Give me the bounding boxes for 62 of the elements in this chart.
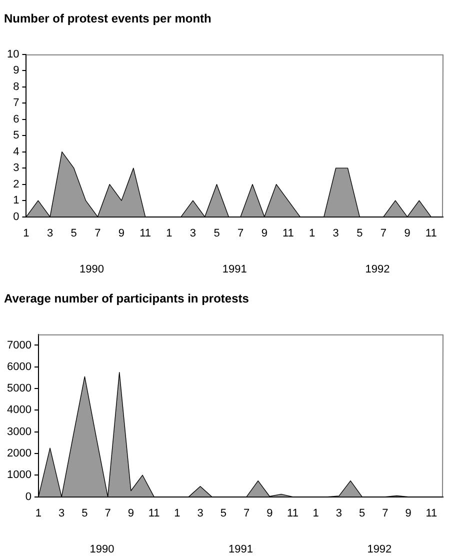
y-tick-label: 6000 <box>6 360 32 373</box>
x-tick-label: 5 <box>220 507 226 520</box>
x-tick-label: 9 <box>118 227 125 240</box>
y-tick-label: 5 <box>13 130 20 142</box>
x-tick-label: 7 <box>380 227 387 240</box>
x-tick-label: 9 <box>128 507 134 520</box>
x-tick-label: 11 <box>148 507 160 520</box>
y-tick-label: 5000 <box>6 382 32 395</box>
x-tick-label: 3 <box>336 507 342 520</box>
chart-title: Number of protest events per month <box>4 12 212 26</box>
y-tick-label: 6 <box>13 113 20 126</box>
x-tick-label: 9 <box>261 227 268 240</box>
y-tick-label: 2000 <box>6 448 32 460</box>
y-tick-label: 8 <box>13 80 20 93</box>
y-tick-label: 1000 <box>6 469 32 482</box>
x-tick-label: 9 <box>405 507 412 520</box>
text: 1991 <box>222 264 247 276</box>
x-tick-label: 7 <box>238 227 244 240</box>
x-tick-label: 5 <box>356 227 363 240</box>
y-tick-label: 2 <box>13 178 20 190</box>
text: 1991 <box>228 544 253 556</box>
x-tick-label: 9 <box>266 507 273 520</box>
y-tick-label: 0 <box>25 490 32 503</box>
x-tick-label: 7 <box>94 227 101 240</box>
x-tick-label: 11 <box>287 507 298 520</box>
x-tick-label: 3 <box>197 507 204 520</box>
x-tick-label: 1 <box>166 227 172 240</box>
x-tick-label: 1 <box>308 227 316 240</box>
y-tick-label: 4000 <box>6 404 32 416</box>
x-tick-label: 3 <box>58 507 65 520</box>
y-tick-label: 0 <box>13 210 20 223</box>
x-tick-label: 3 <box>190 227 196 240</box>
x-tick-label: 1 <box>312 507 319 520</box>
text: 1992 <box>365 264 390 276</box>
x-tick-label: 7 <box>243 507 250 520</box>
chart-title: Average number of participants in protests <box>4 292 250 306</box>
x-tick-label: 5 <box>214 227 220 240</box>
y-tick-label: 9 <box>13 64 20 77</box>
x-tick-label: 3 <box>332 227 339 240</box>
text: 1990 <box>79 264 104 276</box>
y-tick-label: 4 <box>13 146 20 158</box>
y-tick-label: 7000 <box>6 339 32 352</box>
y-tick-label: 7 <box>13 97 20 110</box>
text: 1990 <box>90 544 114 556</box>
x-tick-label: 1 <box>174 507 180 520</box>
x-tick-label: 9 <box>404 227 410 240</box>
y-tick-label: 10 <box>6 48 20 60</box>
x-tick-label: 11 <box>282 227 294 240</box>
x-tick-label: 5 <box>82 507 88 520</box>
x-tick-label: 7 <box>382 507 388 520</box>
x-tick-label: 1 <box>35 507 42 520</box>
x-tick-label: 3 <box>46 227 54 240</box>
y-tick-label: 3 <box>13 162 20 174</box>
x-tick-label: 5 <box>70 227 77 240</box>
y-tick-label: 3000 <box>6 426 32 438</box>
x-tick-label: 11 <box>426 507 438 520</box>
y-tick-label: 1 <box>13 194 20 207</box>
x-tick-label: 11 <box>425 227 437 240</box>
x-tick-label: 11 <box>140 227 152 240</box>
text: 1992 <box>367 544 392 556</box>
x-tick-label: 7 <box>104 507 111 520</box>
x-tick-label: 5 <box>359 507 366 520</box>
